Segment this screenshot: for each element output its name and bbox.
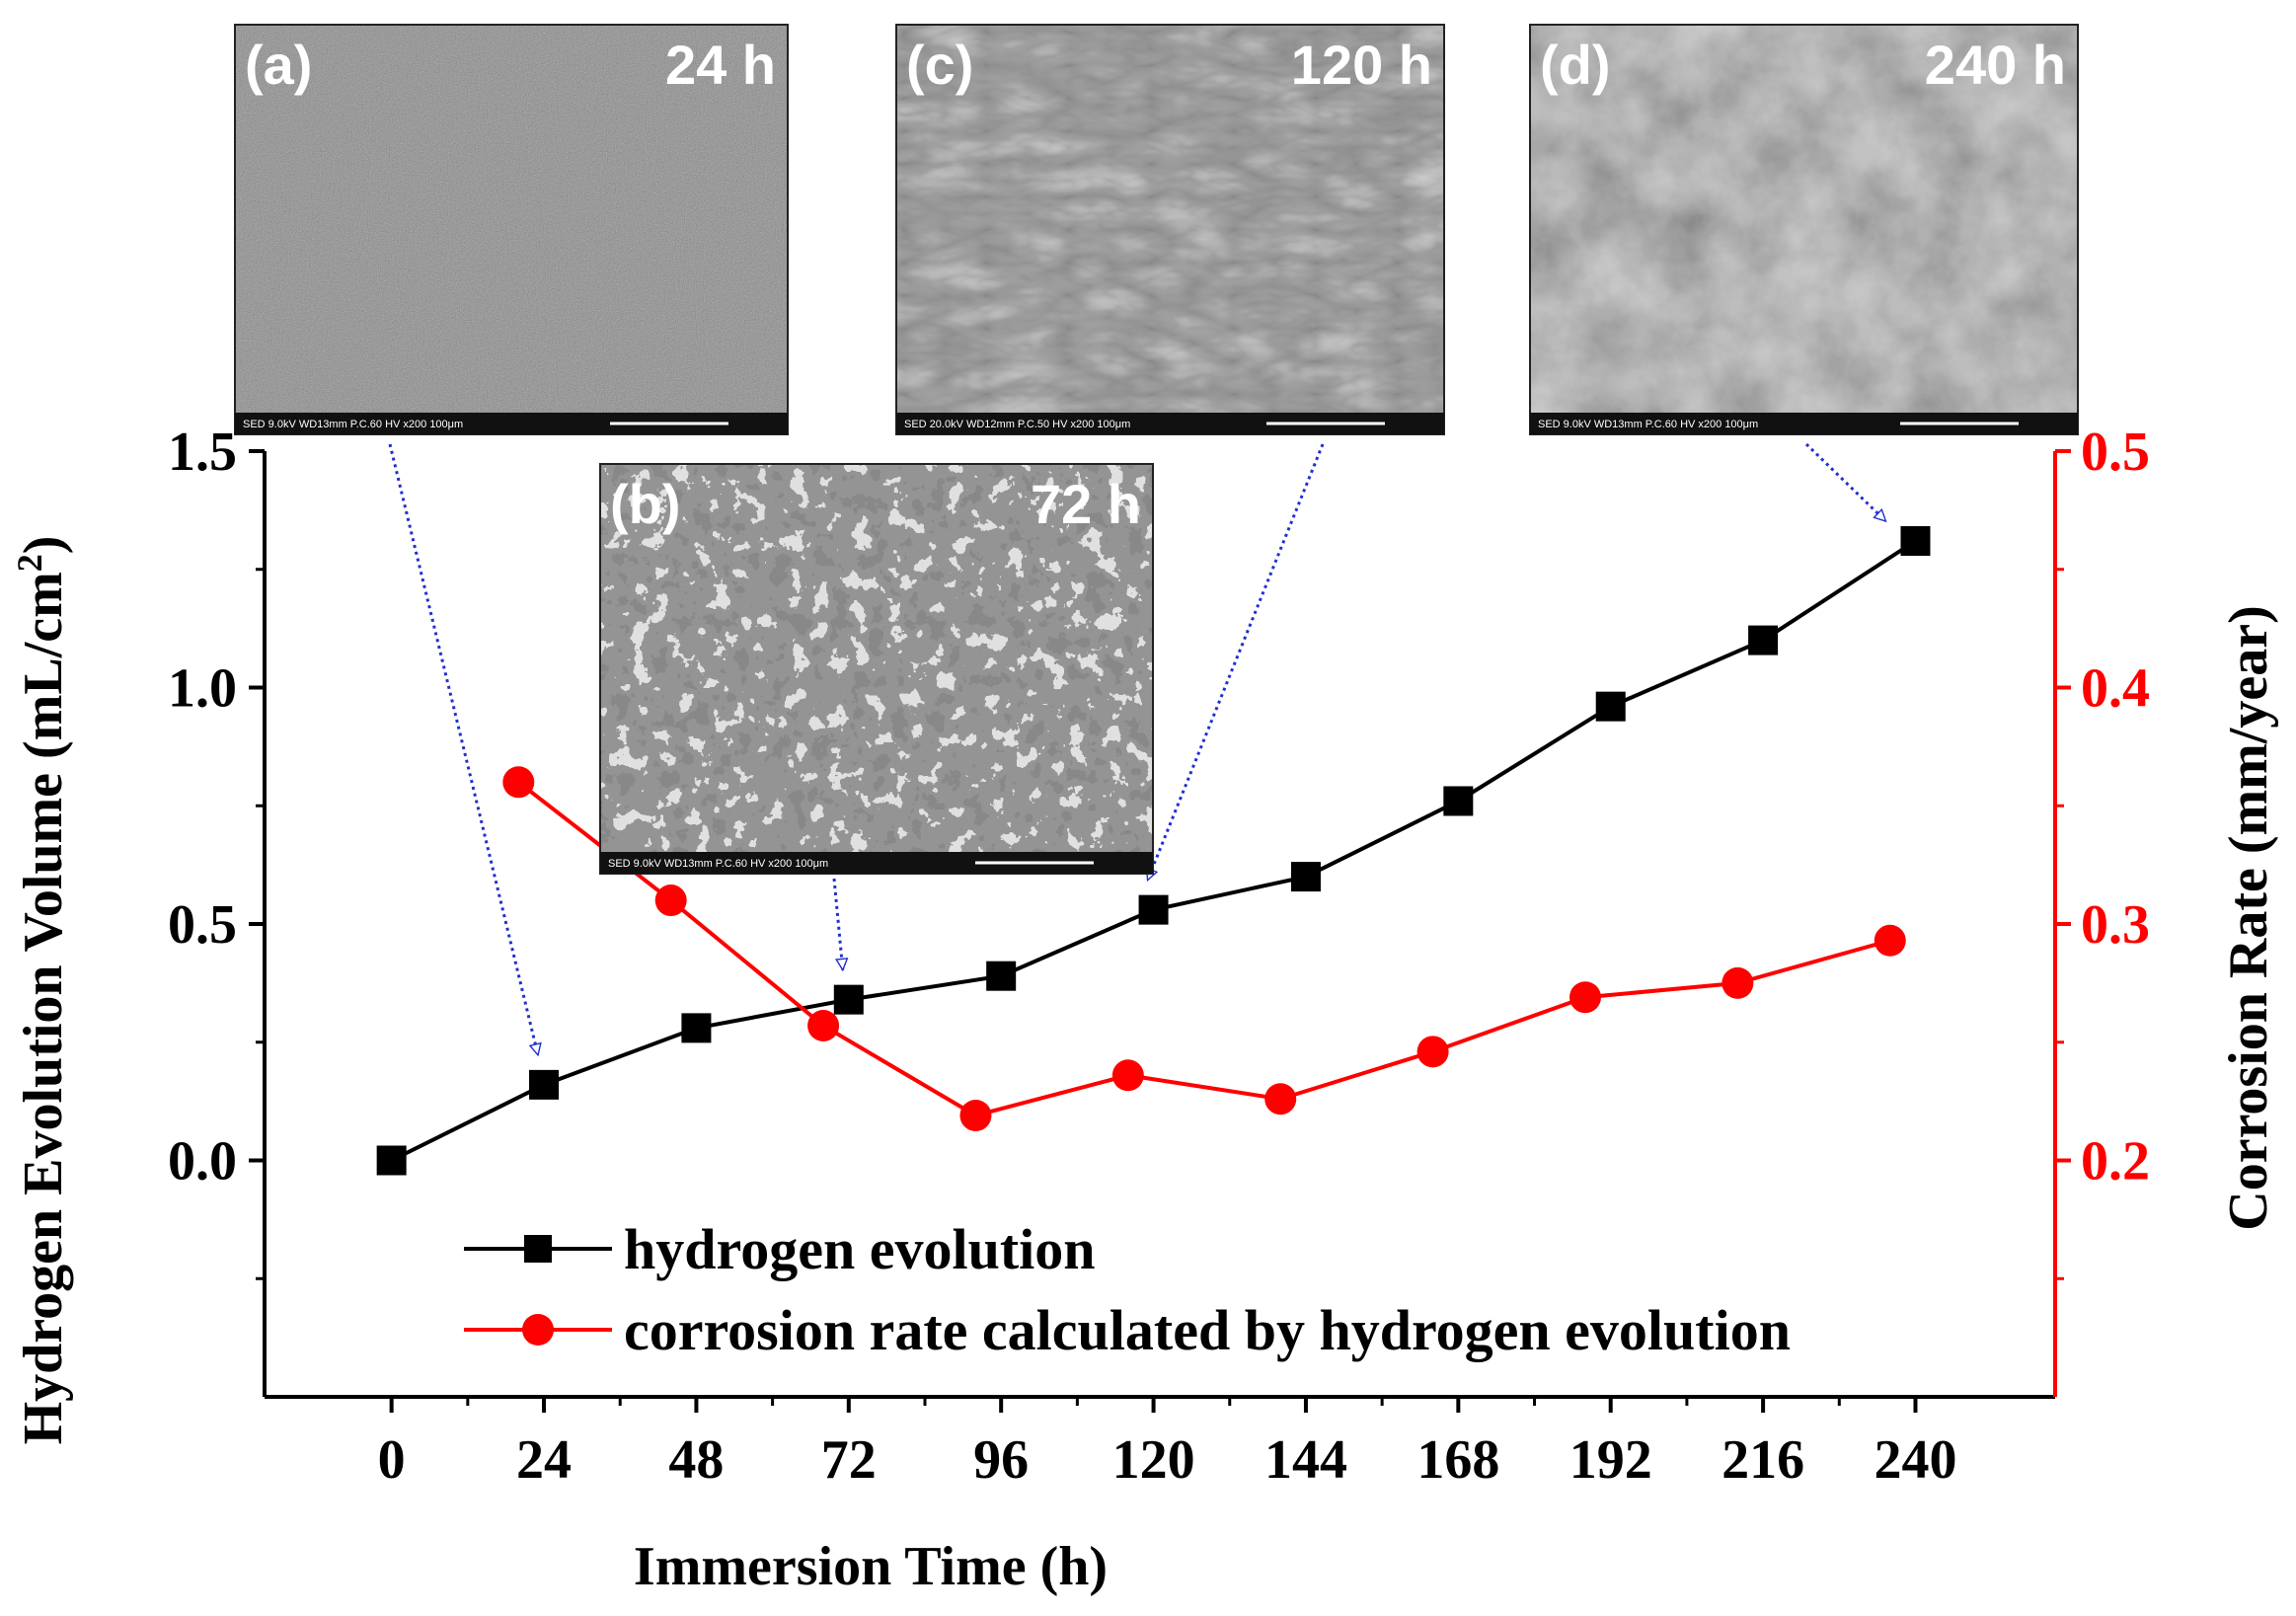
inset-arrow — [1804, 442, 1885, 521]
hydrogen-evolution-point — [1595, 691, 1626, 722]
inset-time-label: 24 h — [665, 34, 776, 96]
corrosion-rate-point — [1264, 1083, 1297, 1116]
inset-panel-label: (a) — [245, 34, 312, 96]
corrosion-rate-point — [654, 885, 687, 917]
legend-label-hydrogen: hydrogen evolution — [624, 1217, 1096, 1281]
inset-time-label: 72 h — [1031, 473, 1141, 535]
inset-panel-label: (c) — [906, 34, 973, 96]
series-layer — [376, 526, 1931, 1176]
hydrogen-evolution-point — [986, 961, 1017, 991]
hydrogen-evolution-point — [1443, 786, 1474, 816]
hydrogen-evolution-point — [1900, 526, 1931, 557]
corrosion-rate-point — [502, 766, 535, 799]
sem-footer-text: SED 9.0kV WD13mm P.C.60 HV x200 100μm — [608, 858, 828, 870]
corrosion-rate-point — [1569, 981, 1601, 1014]
inset-time-label: 120 h — [1291, 34, 1432, 96]
y-right-axis-title: Corrosion Rate (mm/year) — [2218, 605, 2279, 1230]
hydrogen-evolution-point — [529, 1069, 560, 1100]
x-tick-label: 96 — [973, 1429, 1029, 1491]
sem-footer-bar — [896, 413, 1444, 434]
sem-inset-b: (b) 72 h SED 9.0kV WD13mm P.C.60 HV x200 1… — [599, 463, 1154, 875]
x-tick-label: 0 — [378, 1429, 406, 1491]
hydrogen-evolution-point — [1748, 625, 1779, 655]
inset-arrow — [388, 443, 538, 1055]
x-tick-label: 168 — [1416, 1429, 1499, 1491]
y-left-axis-title-superscript: 2 — [10, 554, 49, 572]
sem-image — [600, 464, 1153, 874]
x-tick-label: 216 — [1722, 1429, 1804, 1491]
inset-arrow — [832, 878, 843, 970]
hydrogen-evolution-point — [681, 1013, 712, 1043]
x-axis-title: Immersion Time (h) — [634, 1536, 1108, 1597]
y-right-tick-label: 0.3 — [2081, 894, 2150, 956]
inset-time-label: 240 h — [1925, 34, 2066, 96]
sem-footer-text: SED 20.0kV WD12mm P.C.50 HV x200 100μm — [904, 419, 1130, 430]
corrosion-rate-point — [1722, 966, 1754, 999]
sem-insets: (a) 24 h SED 9.0kV WD13mm P.C.60 HV x200 1… — [234, 24, 2079, 875]
x-tick-label: 48 — [668, 1429, 724, 1491]
sem-footer-text: SED 9.0kV WD13mm P.C.60 HV x200 100μm — [1538, 419, 1758, 430]
x-tick-label: 240 — [1874, 1429, 1956, 1491]
x-tick-label: 24 — [516, 1429, 572, 1491]
sem-footer-bar — [235, 413, 788, 434]
corrosion-rate-point — [1416, 1036, 1449, 1068]
sem-inset-d: (d) 240 h SED 9.0kV WD13mm P.C.60 HV x200 … — [1529, 24, 2079, 435]
sem-image — [1530, 25, 2078, 434]
corrosion-rate-point — [959, 1099, 992, 1131]
y-left-tick-label: 0.0 — [168, 1131, 237, 1193]
y-right-tick-label: 0.2 — [2081, 1131, 2150, 1193]
hydrogen-evolution-point — [376, 1145, 407, 1176]
inset-panel-label: (b) — [610, 473, 681, 535]
x-tick-label: 192 — [1569, 1429, 1652, 1491]
inset-arrow — [1148, 443, 1325, 881]
hydrogen-evolution-point — [833, 984, 864, 1015]
sem-footer-bar — [1530, 413, 2078, 434]
sem-inset-c: (c) 120 h SED 20.0kV WD12mm P.C.50 HV x200… — [895, 24, 1445, 435]
inset-arrows — [388, 442, 1885, 1055]
y-left-tick-label: 1.0 — [168, 658, 237, 720]
y-right-tick-label: 0.4 — [2081, 658, 2150, 720]
hydrogen-evolution-point — [1138, 894, 1169, 925]
legend-marker-circle — [522, 1314, 554, 1346]
x-tick-label: 120 — [1112, 1429, 1195, 1491]
legend: hydrogen evolution corrosion rate calcul… — [464, 1217, 1791, 1362]
sem-image — [896, 25, 1444, 434]
corrosion-rate-point — [1111, 1059, 1144, 1092]
legend-label-corrosion: corrosion rate calculated by hydrogen ev… — [624, 1298, 1791, 1362]
y-left-tick-label: 1.5 — [168, 422, 237, 483]
corrosion-rate-point — [1874, 924, 1906, 957]
corrosion-rate-line — [517, 780, 1891, 1118]
sem-inset-a: (a) 24 h SED 9.0kV WD13mm P.C.60 HV x200 1… — [234, 24, 789, 435]
sem-footer-bar — [600, 852, 1153, 874]
y-left-axis-title: Hydrogen Evolution Volume (mL/cm2) — [10, 536, 74, 1445]
hydrogen-evolution-point — [1290, 862, 1321, 892]
axes: 0 24 48 72 96 120 144 168 192 216 240 0.0 0.5 1.0 1.5 0… — [168, 422, 2150, 1491]
y-right-tick-label: 0.5 — [2081, 422, 2150, 483]
y-left-axis-title-close: ) — [13, 536, 74, 555]
y-left-tick-label: 0.5 — [168, 894, 237, 956]
corrosion-rate-point — [807, 1009, 840, 1041]
x-tick-label: 72 — [821, 1429, 877, 1491]
legend-marker-square — [524, 1235, 552, 1263]
sem-footer-text: SED 9.0kV WD13mm P.C.60 HV x200 100μm — [243, 419, 463, 430]
x-tick-label: 144 — [1264, 1429, 1347, 1491]
inset-panel-label: (d) — [1540, 34, 1611, 96]
sem-image — [235, 25, 788, 434]
